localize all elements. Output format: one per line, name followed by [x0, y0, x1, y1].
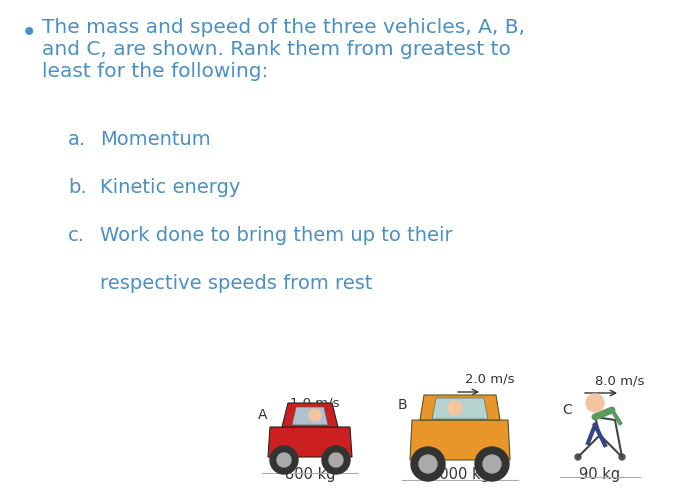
Text: least for the following:: least for the following: [42, 62, 268, 81]
Text: 90 kg: 90 kg [580, 467, 621, 482]
Circle shape [483, 455, 501, 473]
Circle shape [619, 454, 625, 460]
Circle shape [575, 454, 581, 460]
Text: respective speeds from rest: respective speeds from rest [100, 274, 372, 293]
Circle shape [586, 394, 604, 412]
Text: The mass and speed of the three vehicles, A, B,: The mass and speed of the three vehicles… [42, 18, 525, 37]
Text: 2.0 m/s: 2.0 m/s [465, 372, 514, 385]
Text: 1000 kg: 1000 kg [430, 467, 490, 482]
Circle shape [270, 446, 298, 474]
Text: 800 kg: 800 kg [285, 467, 335, 482]
Text: C: C [562, 403, 572, 417]
Polygon shape [410, 420, 510, 460]
Polygon shape [268, 427, 352, 457]
Circle shape [277, 453, 291, 467]
Text: Momentum: Momentum [100, 130, 211, 149]
Circle shape [411, 447, 445, 481]
Text: A: A [258, 408, 267, 422]
Text: b.: b. [68, 178, 87, 197]
Text: B: B [398, 398, 407, 412]
Text: Kinetic energy: Kinetic energy [100, 178, 240, 197]
Circle shape [475, 447, 509, 481]
Text: Work done to bring them up to their: Work done to bring them up to their [100, 226, 453, 245]
Text: and C, are shown. Rank them from greatest to: and C, are shown. Rank them from greates… [42, 40, 511, 59]
Circle shape [322, 446, 350, 474]
Circle shape [329, 453, 343, 467]
Circle shape [309, 409, 321, 421]
Text: a.: a. [68, 130, 86, 149]
Text: 8.0 m/s: 8.0 m/s [595, 374, 645, 387]
Circle shape [419, 455, 437, 473]
Polygon shape [432, 398, 488, 419]
Polygon shape [420, 395, 500, 420]
Circle shape [448, 401, 462, 415]
Polygon shape [282, 403, 338, 427]
Text: •: • [22, 22, 36, 45]
Text: c.: c. [68, 226, 85, 245]
Text: 1.0 m/s: 1.0 m/s [290, 397, 340, 410]
Polygon shape [292, 407, 328, 425]
